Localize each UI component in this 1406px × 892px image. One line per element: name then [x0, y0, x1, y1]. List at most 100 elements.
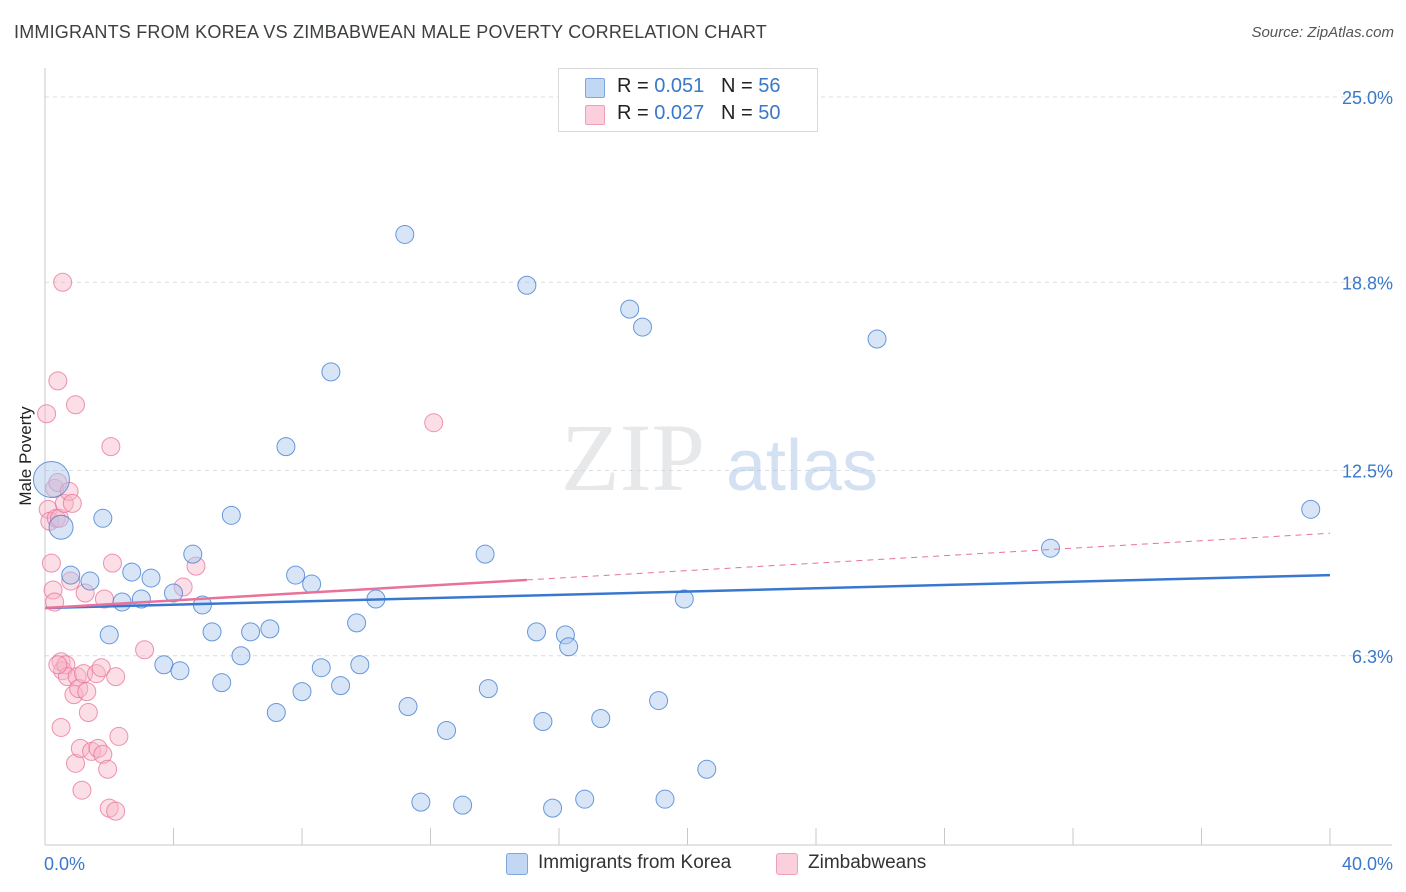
korea-point: [302, 574, 322, 594]
r-value: 0.051: [654, 75, 705, 97]
korea-point: [48, 514, 74, 540]
korea-point: [1301, 499, 1321, 519]
watermark-atlas: atlas: [726, 426, 878, 506]
korea-point: [231, 646, 251, 666]
korea-point: [141, 568, 161, 588]
zimbabwean-point: [424, 413, 444, 433]
axes: [44, 68, 1392, 846]
bottom-legend-swatch-zimbabweans: [776, 853, 798, 875]
korea-point: [164, 583, 183, 603]
zimbabwean-point: [48, 371, 68, 391]
korea-point: [122, 562, 142, 582]
zimbabwean-point: [98, 759, 118, 779]
korea-point: [61, 565, 81, 585]
zimbabwean-point: [61, 571, 81, 591]
korea-point: [347, 613, 367, 633]
zimbabwean-point: [43, 580, 63, 600]
zimbabwean-trend-line-dashed: [526, 532, 1331, 581]
korea-point: [99, 625, 119, 645]
chart-title: IMMIGRANTS FROM KOREA VS ZIMBABWEAN MALE…: [14, 22, 767, 42]
korea-point: [331, 676, 351, 696]
korea-point: [311, 658, 331, 678]
korea-point: [437, 720, 457, 740]
zimbabwean-point: [186, 556, 206, 576]
korea-point: [398, 697, 418, 717]
korea-point: [80, 571, 100, 591]
zimbabwean-point: [56, 655, 76, 675]
korea-point: [260, 619, 280, 639]
korea-point: [221, 505, 241, 525]
korea-point: [620, 299, 640, 319]
korea-point: [202, 622, 222, 642]
zimbabwean-point: [75, 583, 95, 603]
korea-point: [674, 589, 694, 609]
zimbabwean-point: [109, 726, 129, 746]
korea-point: [350, 655, 370, 675]
trend-lines: [44, 532, 1331, 610]
zimbabwean-point: [93, 744, 113, 764]
zimbabwean-point: [102, 553, 122, 573]
legend-text-zimbabweans: R = 0.027 N = 50: [617, 102, 780, 125]
y-tick-label: 12.5%: [1342, 462, 1393, 482]
korea-point: [575, 789, 595, 809]
tick-labels: 6.3% 12.5% 18.8% 25.0% 0.0% 40.0%: [44, 88, 1393, 874]
korea-point: [633, 317, 653, 337]
korea-point: [183, 544, 203, 564]
korea-point: [649, 691, 669, 711]
zimbabwean-point: [66, 753, 86, 773]
korea-point: [395, 224, 415, 244]
n-label: N =: [720, 75, 759, 97]
legend-swatch-zimbabweans: [585, 105, 605, 125]
y-tick-label: 18.8%: [1342, 273, 1393, 293]
zimbabwean-point: [101, 437, 121, 457]
legend-text-korea: R = 0.051 N = 56: [617, 75, 780, 98]
zimbabwean-point: [106, 667, 126, 687]
korea-point: [32, 460, 70, 498]
korea-point: [543, 798, 563, 818]
korea-point: [555, 625, 575, 645]
bottom-legend-swatch-korea: [506, 853, 528, 875]
korea-point: [517, 275, 537, 295]
zimbabwean-point: [173, 577, 193, 597]
r-value: 0.027: [654, 102, 705, 124]
korea-point: [212, 673, 232, 693]
korea-trend-line: [44, 573, 1331, 610]
watermark-zip: ZIP: [561, 404, 705, 511]
korea-point: [591, 709, 611, 729]
korea-point: [533, 711, 553, 731]
korea-point: [292, 682, 312, 702]
x-tick-label: 40.0%: [1342, 854, 1393, 874]
korea-point: [475, 544, 495, 564]
korea-point: [478, 679, 498, 699]
y-axis-label: Male Poverty: [16, 406, 35, 506]
korea-point: [867, 329, 887, 349]
korea-point: [154, 655, 174, 675]
n-value: 50: [758, 102, 781, 124]
korea-point: [276, 437, 296, 457]
zimbabwean-point: [91, 658, 111, 678]
stats-legend: R = 0.051 N = 56 R = 0.027 N = 50: [558, 68, 818, 132]
n-value: 56: [758, 75, 781, 97]
zimbabwean-point: [53, 272, 73, 292]
zimbabwean-point: [37, 404, 57, 424]
korea-point: [170, 661, 190, 681]
r-label: R =: [617, 102, 655, 124]
legend-swatch-korea: [585, 78, 605, 98]
korea-point: [1041, 538, 1061, 558]
source-label: Source: ZipAtlas.com: [1251, 24, 1394, 41]
zimbabwean-point: [51, 717, 71, 737]
zimbabwean-point: [66, 395, 86, 415]
korea-point: [655, 789, 675, 809]
y-tick-label: 25.0%: [1342, 88, 1393, 108]
zimbabwean-point: [41, 553, 61, 573]
korea-point: [321, 362, 341, 382]
korea-point: [411, 792, 431, 812]
data-points: [32, 224, 1321, 821]
korea-point: [559, 637, 579, 657]
korea-point: [241, 622, 261, 642]
zimbabwean-point: [135, 640, 155, 660]
bottom-legend-label-korea: Immigrants from Korea: [538, 852, 732, 873]
n-label: N =: [720, 102, 759, 124]
zimbabwean-trend-line: [44, 578, 527, 610]
